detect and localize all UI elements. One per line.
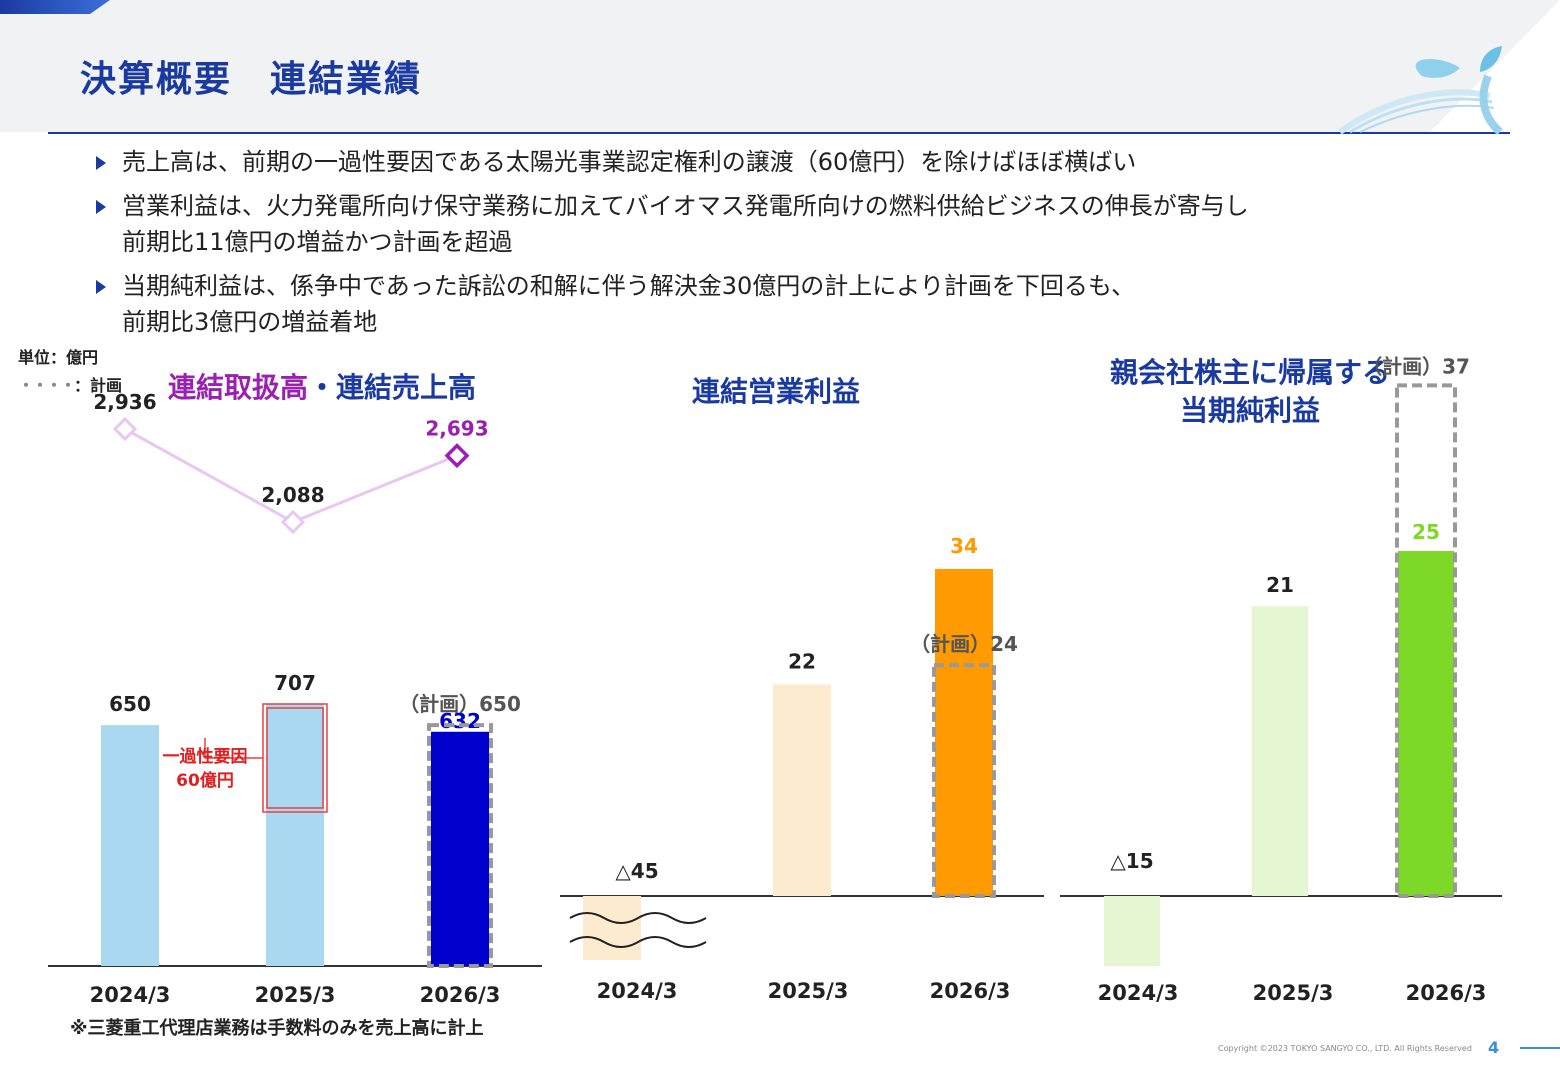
chart1-bar-label-2025/3: 707 [274,671,316,695]
chart1-title-sales: 連結売上高 [336,371,477,404]
chart2-bar-label-2026/3: 34 [950,534,978,558]
chart1-bar-2025/3 [266,703,324,966]
chart2-bar-2024/3 [583,896,641,960]
chart3-bar-label-2024/3: △15 [1110,849,1153,873]
chart3-plan-label: （計画）37 [1362,354,1470,378]
chart2-xtick-2024/3: 2024/3 [597,979,678,1003]
bullet-triangle-icon [96,156,106,170]
bullet-3: 当期純利益は、係争中であった訴訟の和解に伴う解決金30億円の計上により計画を下回… [96,268,1496,340]
chart1-onetime-label-2: 60億円 [176,770,234,791]
chart1-bar-2024/3 [101,725,159,966]
chart3-xtick-2025/3: 2025/3 [1253,981,1334,1005]
chart3-title-line-1: 親会社株主に帰属する [1110,356,1391,389]
chart2-axis-break-2 [569,936,707,948]
plan-legend: ・・・・：計画 [18,372,122,400]
chart1-onetime-label-1: 一過性要因 [163,746,248,767]
chart1-handling-point-2024/3 [112,416,138,442]
chart3-xtick-2024/3: 2024/3 [1098,981,1179,1005]
summary-bullets: 売上高は、前期の一過性要因である太陽光事業認定権利の譲渡（60億円）を除けばほぼ… [96,144,1496,348]
bullet-3-line-2: 前期比3億円の増益着地 [122,308,378,336]
chart2-bar-label-2024/3: △45 [615,859,658,883]
copyright: Copyright ©2023 TOKYO SANGYO CO., LTD. A… [1218,1044,1472,1053]
chart1-xtick-2026/3: 2026/3 [420,983,501,1007]
page-number: 4 [1488,1038,1500,1057]
chart3-bar-2025/3 [1252,606,1308,896]
bullet-1-line-1: 売上高は、前期の一過性要因である太陽光事業認定権利の譲渡（60億円）を除けばほぼ… [122,148,1137,176]
page-title: 決算概要 連結業績 [80,59,423,100]
chart1-xtick-2024/3: 2024/3 [90,983,171,1007]
chart1-plan-box [427,723,493,968]
chart1-note: ※三菱重工代理店業務は手数料のみを売上高に計上 [70,1018,484,1039]
chart1-handling-label-2024/3: 2,936 [93,390,156,414]
chart2-axis-break-1 [569,912,707,924]
chart2-bar-2025/3 [773,684,831,896]
page-number-rule [1520,1047,1560,1049]
chart1-onetime-box-inner [266,707,324,809]
unit-label: 単位：億円 [18,348,99,367]
chart1-bar-label-2024/3: 650 [109,692,151,716]
bullet-2-line-1: 営業利益は、火力発電所向け保守業務に加えてバイオマス発電所向けの燃料供給ビジネス… [122,192,1249,220]
bullet-1: 売上高は、前期の一過性要因である太陽光事業認定権利の譲渡（60億円）を除けばほぼ… [96,144,1496,180]
chart3-xtick-2026/3: 2026/3 [1406,981,1487,1005]
chart2-title: 連結営業利益 [692,375,861,408]
title-rule [48,132,1510,134]
chart1-title-sep: ・ [308,371,337,404]
bullet-triangle-icon [96,200,106,214]
chart2-bar-label-2025/3: 22 [788,649,816,673]
company-logo [1338,46,1503,135]
bullet-triangle-icon [96,280,106,294]
chart2-plan-box [932,663,996,898]
chart1-title: 連結取扱高・連結売上高 [168,366,476,406]
chart2-xtick-2025/3: 2025/3 [768,979,849,1003]
chart1-bar-2026/3 [431,731,489,966]
header-band [0,0,1560,132]
chart1-onetime-leader [204,738,263,759]
chart1-handling-label-2025/3: 2,088 [261,483,324,507]
bullet-2: 営業利益は、火力発電所向け保守業務に加えてバイオマス発電所向けの燃料供給ビジネス… [96,188,1496,260]
bullet-3-line-1: 当期純利益は、係争中であった訴訟の和解に伴う解決金30億円の計上により計画を下回… [122,272,1136,300]
chart3-bar-label-2026/3: 25 [1412,520,1440,544]
chart2-plan-label: （計画）24 [910,632,1018,656]
chart2-bar-2026/3 [935,568,993,896]
chart1-handling-point-2025/3 [280,509,306,535]
chart3-title: 親会社株主に帰属する 当期純利益 [1110,354,1390,430]
chart3-title-line-2: 当期純利益 [1180,394,1321,427]
chart1-plan-label: （計画）650 [399,692,521,716]
chart3-bar-2024/3 [1104,896,1160,966]
plan-legend-marker: ・・・・ [18,376,76,395]
header-accent [0,0,110,14]
chart3-bar-2026/3 [1398,551,1454,896]
chart3-bar-label-2025/3: 21 [1266,573,1294,597]
chart1-title-handling: 連結取扱高 [168,371,309,404]
unit-legend: 単位：億円 ・・・・：計画 [18,344,122,400]
chart1-xtick-2025/3: 2025/3 [255,983,336,1007]
chart1-bar-label-2026/3: 632 [439,709,481,733]
plan-legend-text: ：計画 [74,376,123,395]
chart2-xtick-2026/3: 2026/3 [930,979,1011,1003]
bullet-2-line-2: 前期比11億円の増益かつ計画を超過 [122,228,513,256]
chart1-handling-line [124,427,458,524]
chart1-handling-point-2026/3 [444,443,470,469]
chart1-handling-label-2026/3: 2,693 [425,417,488,441]
